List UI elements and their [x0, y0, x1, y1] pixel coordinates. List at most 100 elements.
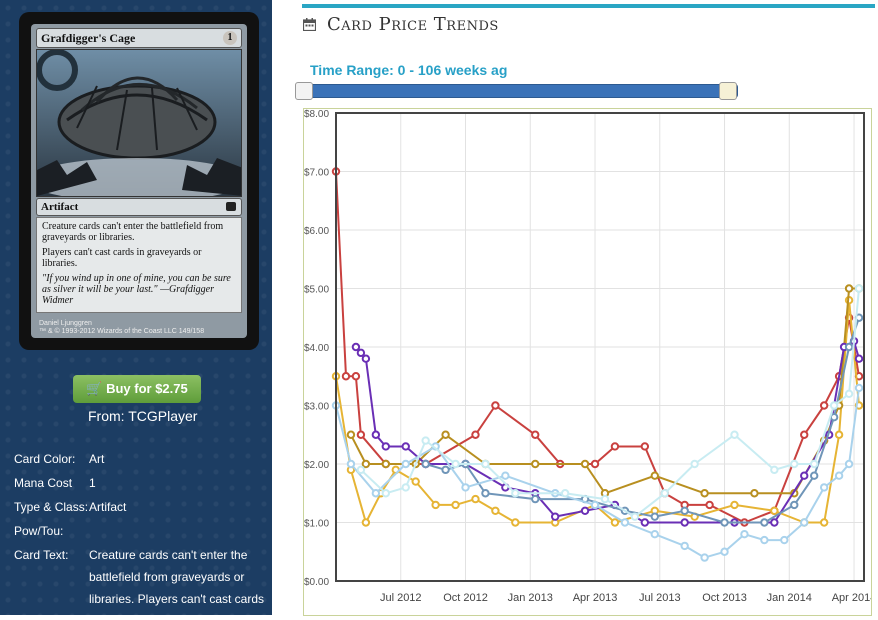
series-point-1	[471, 494, 480, 504]
series-point-5	[371, 489, 381, 498]
x-tick-label: Apr 2013	[573, 592, 618, 604]
card-image: Grafdigger's Cage 1	[19, 12, 259, 350]
series-point-6	[844, 389, 854, 398]
card-panel: Grafdigger's Cage 1	[0, 0, 272, 615]
series-point-3	[401, 442, 410, 451]
series-line-4	[425, 317, 860, 524]
series-point-5	[401, 459, 410, 469]
x-tick-label: Oct 2013	[702, 592, 747, 604]
series-point-0	[356, 430, 366, 439]
series-point-4	[790, 500, 799, 510]
slider-handle-end[interactable]	[719, 82, 737, 100]
series-point-2	[650, 471, 659, 480]
slider-handle-start[interactable]	[295, 82, 313, 100]
series-point-6	[660, 489, 669, 498]
series-point-0	[590, 459, 600, 469]
buy-button[interactable]: 🛒 Buy for $2.75	[73, 375, 201, 403]
series-point-1	[361, 518, 371, 527]
series-point-6	[790, 459, 799, 469]
series-point-4	[441, 465, 450, 475]
series-point-0	[640, 442, 650, 451]
series-point-2	[346, 430, 356, 439]
series-point-6	[421, 436, 430, 445]
info-value: Creature cards can't enter the battlefie…	[89, 548, 265, 606]
info-label: Card Color:	[14, 452, 76, 466]
x-tick-label: Jul 2012	[380, 592, 422, 604]
card-footer: Daniel Ljunggren ™ & © 1993-2012 Wizards…	[39, 320, 204, 336]
series-point-2	[441, 430, 450, 439]
info-value: Artifact	[89, 500, 127, 514]
series-point-1	[610, 518, 620, 527]
series-point-3	[356, 348, 366, 358]
series-point-5	[844, 459, 854, 469]
y-tick-label: $7.00	[304, 168, 329, 179]
series-point-2	[580, 459, 590, 469]
buy-label: Buy for $2.75	[106, 381, 188, 396]
series-point-5	[720, 547, 729, 556]
series-point-0	[351, 372, 361, 381]
info-label: Card Text:	[14, 548, 69, 562]
card-type-line: Artifact	[41, 201, 79, 213]
set-symbol-icon	[226, 202, 236, 211]
time-range-slider[interactable]	[295, 82, 738, 100]
card-copyright: ™ & © 1993-2012 Wizards of the Coast LLC…	[39, 328, 205, 335]
series-point-6	[600, 494, 610, 504]
series-point-2	[750, 489, 759, 498]
series-point-5	[590, 500, 600, 510]
series-point-3	[640, 518, 650, 527]
series-point-2	[531, 459, 540, 469]
series-point-6	[854, 284, 864, 293]
card-frame: Grafdigger's Cage 1	[31, 24, 247, 338]
series-point-6	[356, 465, 366, 475]
series-point-5	[760, 535, 769, 545]
series-point-6	[560, 489, 570, 498]
time-range-label: Time Range: 0 - 106 weeks ag	[310, 62, 508, 78]
series-point-5	[620, 518, 630, 527]
y-tick-label: $2.00	[304, 460, 329, 471]
series-point-4	[720, 518, 729, 527]
series-point-2	[844, 284, 854, 293]
series-point-6	[401, 483, 410, 492]
mana-symbol: 1	[223, 31, 237, 45]
card-title-bar: Grafdigger's Cage 1	[36, 28, 242, 48]
series-point-3	[371, 430, 381, 439]
info-label: Pow/Tou:	[14, 524, 64, 538]
page-title: Card Price Trends	[327, 14, 499, 35]
series-point-3	[351, 342, 361, 352]
series-point-6	[809, 459, 819, 469]
series-point-0	[491, 401, 500, 410]
series-point-0	[341, 372, 351, 381]
calendar-icon	[303, 18, 316, 31]
series-point-5	[780, 535, 789, 545]
series-point-0	[819, 401, 829, 410]
series-point-4	[760, 518, 769, 527]
series-point-4	[531, 494, 540, 504]
series-point-5	[800, 518, 809, 527]
info-value: Art	[89, 452, 105, 466]
series-point-3	[800, 471, 809, 480]
series-point-6	[381, 489, 391, 498]
series-point-0	[800, 430, 809, 439]
y-tick-label: $4.00	[304, 343, 329, 354]
info-label: Mana Cost	[14, 476, 73, 490]
series-point-6	[511, 489, 520, 498]
x-tick-label: Jan 2013	[508, 592, 553, 604]
series-point-0	[531, 430, 540, 439]
series-point-0	[610, 442, 620, 451]
series-point-4	[650, 512, 659, 521]
y-tick-label: $3.00	[304, 402, 329, 413]
series-point-2	[361, 459, 371, 469]
y-tick-label: $6.00	[304, 226, 329, 237]
series-point-3	[680, 518, 689, 527]
header-accent-bar	[302, 4, 875, 8]
series-point-1	[511, 518, 520, 527]
series-point-6	[730, 430, 739, 439]
card-rules-2: Players can't cast cards in graveyards o…	[42, 247, 202, 269]
cart-icon: 🛒	[86, 381, 103, 396]
series-point-1	[451, 500, 460, 510]
series-point-1	[491, 506, 500, 515]
series-point-0	[471, 430, 480, 439]
series-point-4	[481, 489, 490, 498]
plot-border	[335, 112, 865, 582]
info-label: Type & Class:	[14, 500, 89, 514]
